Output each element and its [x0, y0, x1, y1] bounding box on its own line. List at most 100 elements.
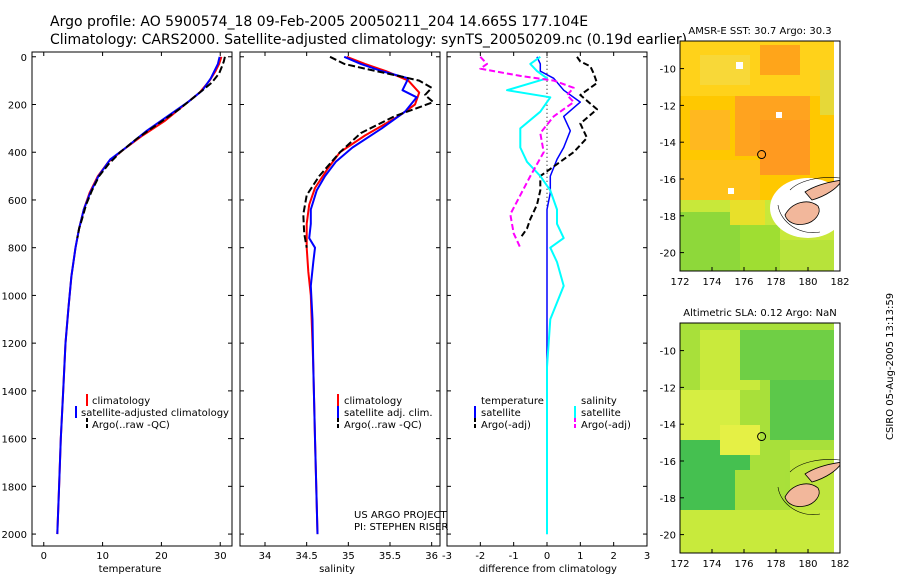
series-line-salinity-satellite	[506, 55, 565, 535]
map-x-tick-label: 174	[702, 559, 721, 570]
map-y-tick-label: -12	[660, 383, 676, 394]
sst-patch	[680, 160, 760, 200]
legend-label-sal-satellite: satellite	[581, 408, 621, 419]
sla-patch	[680, 510, 834, 553]
map-x-tick-label: 180	[798, 277, 817, 288]
difference-legend: temperature satellite Argo(-adj) salinit…	[474, 396, 631, 431]
x-tick-label: 36	[425, 551, 438, 562]
map-y-tick-label: -16	[660, 175, 676, 186]
map-y-tick-label: -10	[660, 65, 676, 76]
difference-x-axis: -3 -2 -1 0 1 2 3	[442, 52, 650, 562]
legend-label-argo: Argo(..raw -QC)	[344, 420, 422, 431]
map-x-tick-label: 176	[734, 559, 753, 570]
bathymetry-contour	[789, 177, 840, 191]
x-tick-label: 2	[610, 551, 616, 562]
sst-patch	[780, 240, 834, 271]
depth-tick-label: 400	[8, 148, 27, 159]
depth-tick-label: 1600	[2, 435, 27, 446]
bathymetry-contour	[777, 486, 821, 515]
map-x-tick-label: 176	[734, 277, 753, 288]
x-tick-label: 30	[214, 551, 227, 562]
map-y-tick-label: -16	[660, 457, 676, 468]
x-tick-label: 35	[342, 551, 355, 562]
map-x-tick-label: 178	[766, 559, 785, 570]
salinity-x-axis: 34 34.5 35 35.5 36	[259, 52, 438, 562]
depth-axis: 0 200 400 600 800 1000 1200 1400 1600 1800 2000	[2, 53, 647, 541]
x-tick-label: 34	[259, 551, 272, 562]
map-y-tick-label: -20	[660, 531, 676, 542]
legend-label-climatology: climatology	[344, 396, 402, 407]
legend-label-satellite: satellite adj. clim.	[344, 408, 433, 419]
sla-map-axes: 172 174 176 178 180 182 -10 -12 -14 -16 -18 -20	[660, 347, 850, 570]
series-line-climatology	[305, 55, 421, 535]
map-y-tick-label: -18	[660, 494, 676, 505]
map-x-tick-label: 174	[702, 277, 721, 288]
sst-patch	[700, 55, 750, 85]
sla-patch	[720, 425, 760, 455]
sst-heatmap	[680, 41, 840, 271]
series-line-satellite-adj-clim	[308, 55, 418, 535]
sla-patch	[735, 470, 785, 510]
depth-tick-label: 2000	[2, 530, 27, 541]
map-y-tick-label: -14	[660, 138, 676, 149]
sst-patch	[760, 120, 810, 175]
argo-position-marker	[757, 150, 767, 160]
map-x-tick-label: 182	[830, 277, 849, 288]
salinity-legend: climatology satellite adj. clim. Argo(..…	[337, 394, 433, 431]
legend-label-temp-satellite: satellite	[481, 408, 521, 419]
difference-axis-label: difference from climatology	[479, 564, 617, 575]
data-gap	[834, 41, 840, 271]
salinity-series	[302, 55, 435, 535]
depth-tick-label: 0	[21, 53, 27, 64]
sst-patch	[740, 225, 780, 271]
depth-tick-label: 200	[8, 101, 27, 112]
temperature-axis-label: temperature	[99, 564, 162, 575]
legend-label-climatology: climatology	[92, 396, 150, 407]
temperature-legend: climatology satellite-adjusted climatolo…	[75, 394, 229, 431]
data-gap	[728, 188, 734, 194]
map-x-tick-label: 182	[830, 559, 849, 570]
map-y-tick-label: -10	[660, 347, 676, 358]
map-x-tick-label: 172	[670, 277, 689, 288]
argo-position-marker	[757, 432, 767, 442]
island-shape	[804, 179, 840, 201]
bathymetry-contour	[789, 459, 840, 473]
salinity-axis-label: salinity	[319, 564, 355, 575]
depth-tick-label: 1800	[2, 482, 27, 493]
x-tick-label: 0	[41, 551, 47, 562]
map-y-tick-label: -12	[660, 101, 676, 112]
map-x-tick-label: 172	[670, 559, 689, 570]
sst-patch	[690, 110, 730, 150]
sla-map-frame	[679, 322, 841, 554]
map-y-tick-label: -20	[660, 249, 676, 260]
legend-title-temperature: temperature	[481, 396, 544, 407]
difference-series	[479, 55, 598, 535]
sst-map-frame	[679, 40, 841, 272]
temperature-series	[56, 56, 226, 535]
legend-label-sal-argo: Argo(-adj)	[581, 420, 631, 431]
map-y-tick-label: -18	[660, 212, 676, 223]
legend-title-salinity: salinity	[581, 396, 617, 407]
map-x-tick-label: 178	[766, 277, 785, 288]
legend-label-argo: Argo(..raw -QC)	[92, 420, 170, 431]
sla-patch	[770, 380, 834, 440]
series-line-argo-raw-qc	[302, 55, 435, 248]
depth-tick-label: 1000	[2, 291, 27, 302]
series-line-climatology	[56, 56, 223, 535]
legend-label-satellite: satellite-adjusted climatology	[81, 408, 229, 419]
data-gap	[776, 112, 782, 118]
legend-label-temp-argo: Argo(-adj)	[481, 420, 531, 431]
x-tick-label: 35.5	[379, 551, 401, 562]
island-shape	[784, 201, 820, 225]
data-gap	[834, 323, 840, 553]
sla-patch	[740, 330, 834, 380]
x-tick-label: 1	[577, 551, 583, 562]
sst-map-title: AMSR-E SST: 30.7 Argo: 30.3	[688, 26, 831, 37]
x-tick-label: -1	[509, 551, 519, 562]
map-y-tick-label: -14	[660, 420, 676, 431]
sst-patch	[820, 70, 834, 115]
series-line-temperature-argo-adj	[519, 56, 598, 239]
series-line-satellite-adjusted-climatology	[56, 56, 221, 535]
series-line-temperature-satellite	[536, 56, 582, 535]
